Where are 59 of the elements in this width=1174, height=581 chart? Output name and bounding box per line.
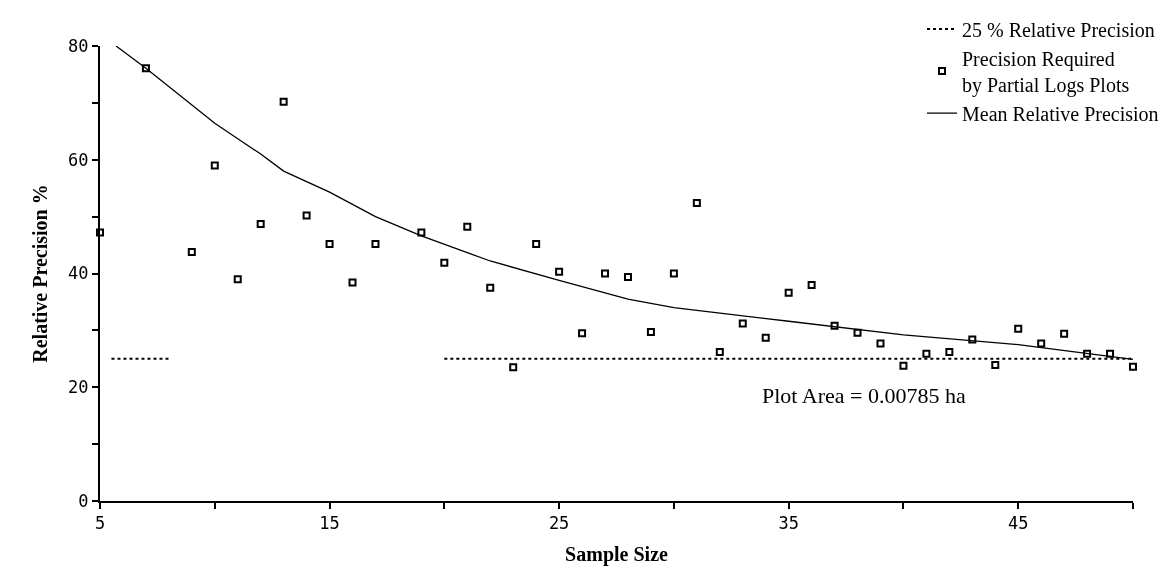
point xyxy=(830,321,839,330)
point xyxy=(601,269,610,278)
point xyxy=(991,361,1000,370)
point xyxy=(417,228,426,237)
point xyxy=(1129,362,1137,371)
legend-label: 25 % Relative Precision xyxy=(961,18,1155,41)
annotation: Plot Area = 0.00785 ha xyxy=(762,383,966,408)
point xyxy=(692,198,701,207)
x-tick-label: 35 xyxy=(778,513,799,534)
x-tick-label: 15 xyxy=(319,513,340,534)
point xyxy=(623,272,632,281)
point xyxy=(187,247,196,256)
point xyxy=(463,222,472,231)
point xyxy=(1014,324,1023,333)
x-tick-label: 45 xyxy=(1007,513,1029,534)
point xyxy=(509,363,518,372)
point xyxy=(1083,349,1092,358)
legend-label: Mean Relative Precision xyxy=(961,102,1159,125)
point xyxy=(922,349,931,358)
point xyxy=(1037,339,1046,348)
point xyxy=(141,64,150,73)
point xyxy=(853,328,862,337)
point xyxy=(738,319,747,328)
point xyxy=(899,361,908,370)
point xyxy=(784,288,793,297)
point xyxy=(1106,349,1115,358)
point xyxy=(807,280,816,289)
x-tick-label: 25 xyxy=(548,513,570,534)
y-axis-title: Relative Precision % xyxy=(29,184,52,363)
y-tick-label: 60 xyxy=(68,149,89,170)
point xyxy=(486,283,495,292)
point xyxy=(256,220,265,229)
point xyxy=(669,269,678,278)
point xyxy=(532,239,541,248)
y-tick-label: 80 xyxy=(68,35,89,56)
point xyxy=(348,278,357,287)
point xyxy=(646,328,655,337)
point xyxy=(555,267,564,276)
point xyxy=(302,211,311,220)
point xyxy=(945,347,954,356)
point xyxy=(715,347,724,356)
point xyxy=(210,161,219,170)
point xyxy=(876,339,885,348)
y-tick-label: 40 xyxy=(68,263,89,284)
point xyxy=(371,239,380,248)
y-tick-label: 20 xyxy=(68,377,89,398)
point xyxy=(578,329,587,338)
point xyxy=(968,335,977,344)
point xyxy=(1060,329,1069,338)
x-tick-label: 5 xyxy=(94,513,106,534)
point xyxy=(440,258,449,267)
y-tick-label: 0 xyxy=(78,490,89,511)
point xyxy=(761,333,770,342)
point xyxy=(325,239,334,248)
point xyxy=(279,97,288,106)
legend-label: Precision Required by Partial Logs Plots xyxy=(961,47,1130,97)
x-axis-title: Sample Size xyxy=(565,543,669,567)
point xyxy=(96,228,104,237)
point xyxy=(233,275,242,284)
